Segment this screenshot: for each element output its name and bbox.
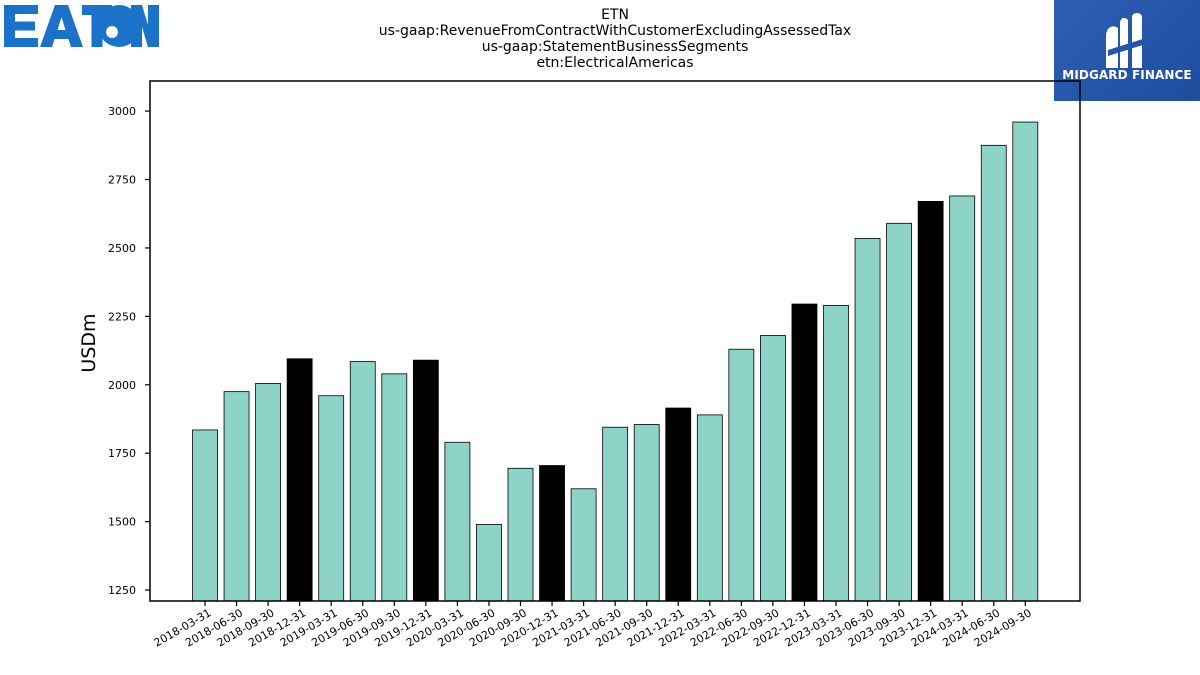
- chart-title-line-4: etn:ElectricalAmericas: [536, 55, 694, 71]
- bar: [349, 361, 376, 602]
- bar: [854, 237, 881, 602]
- watermark-text: MIDGARD FINANCE: [1062, 68, 1192, 82]
- y-tick-label: 1750: [108, 447, 136, 460]
- bar: [980, 144, 1007, 602]
- bar: [286, 358, 313, 602]
- chart-title-line-1: ETN: [601, 7, 629, 23]
- y-tick-label: 2750: [108, 174, 136, 187]
- y-axis-label: USDm: [78, 313, 100, 372]
- bar: [886, 222, 912, 602]
- bar: [791, 303, 818, 602]
- bar: [476, 523, 502, 602]
- bar: [318, 395, 345, 602]
- chart-title-line-2: us-gaap:RevenueFromContractWithCustomerE…: [378, 23, 852, 39]
- y-tick-label: 2500: [108, 242, 136, 255]
- y-tick-label: 3000: [108, 105, 136, 118]
- bar: [917, 201, 944, 602]
- bar: [696, 414, 723, 602]
- bar: [602, 426, 629, 602]
- bar: [570, 488, 597, 602]
- y-tick-label: 1500: [108, 516, 136, 529]
- bar: [381, 373, 408, 602]
- bar: [1012, 121, 1039, 602]
- bar: [633, 424, 660, 602]
- bar: [192, 429, 218, 602]
- bar: [412, 359, 439, 602]
- bar: [949, 195, 976, 602]
- y-tick-label: 1250: [108, 584, 136, 597]
- bar: [665, 407, 692, 602]
- bar: [539, 465, 565, 602]
- y-tick-label: 2000: [108, 379, 136, 392]
- eaton-logo: [4, 5, 159, 47]
- bar: [507, 467, 534, 602]
- bar: [728, 348, 755, 602]
- midgard-mark-icon: [1106, 13, 1146, 69]
- y-tick-label: 2250: [108, 310, 136, 323]
- bar: [760, 335, 786, 602]
- bar: [223, 391, 250, 602]
- midgard-finance-logo: MIDGARD FINANCE: [1054, 0, 1200, 101]
- bar: [255, 383, 282, 602]
- bar: [823, 305, 849, 602]
- chart-title-line-3: us-gaap:StatementBusinessSegments: [481, 39, 749, 55]
- bar: [444, 441, 471, 602]
- chart-title: ETN us-gaap:RevenueFromContractWithCusto…: [315, 7, 915, 71]
